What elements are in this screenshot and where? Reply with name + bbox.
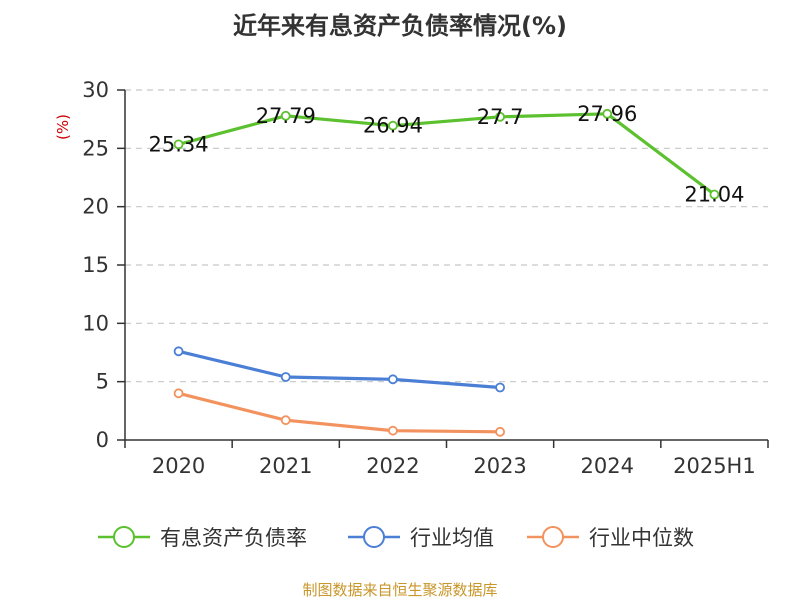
data-label: 25.34 [149,132,209,156]
data-point [495,111,505,122]
data-point [602,108,613,119]
y-tick-label: 5 [96,370,109,394]
legend-swatch-marker [113,526,135,548]
data-labels: 25.34 27.79 26.94 27.7 27.96 21.04 [149,102,745,207]
data-label: 26.94 [363,114,423,138]
gridlines [125,89,768,383]
data-label: 27.79 [256,104,316,128]
data-point [388,425,398,436]
x-tick-label: 2021 [259,454,312,478]
data-point [280,415,291,426]
data-label: 21.04 [684,183,744,207]
data-point [388,374,398,385]
axes: 0 5 10 15 20 25 30 2020 2021 2022 2023 2024 2025H1 [82,78,769,478]
series-group [173,108,720,437]
data-point [173,139,184,150]
series-line-0 [176,112,717,197]
x-tick-label: 2020 [152,454,205,478]
source-note: 制图数据来自恒生聚源数据库 [302,581,497,599]
legend-swatch-marker [363,526,385,548]
y-tick-label: 30 [82,78,109,102]
x-tick-label: 2025H1 [673,454,756,478]
data-point [280,110,291,121]
legend: 有息资产负债率 行业均值 行业中位数 [98,526,694,550]
series-line-2 [176,391,502,434]
data-point [173,388,184,399]
data-label: 27.7 [477,105,524,129]
data-point [495,382,505,393]
x-tick-label: 2023 [473,454,526,478]
data-point [280,372,291,382]
legend-label: 行业中位数 [589,526,694,550]
y-axis-unit: (%) [54,114,72,140]
legend-swatch-marker [542,526,564,548]
y-tick-label: 20 [82,195,109,219]
chart-title: 近年来有息资产负债率情况(%) [233,12,567,40]
y-tick-label: 15 [82,253,109,277]
x-tick-label: 2024 [581,454,634,478]
legend-label: 行业均值 [410,526,494,550]
data-label: 27.96 [577,102,637,126]
data-point [173,346,184,357]
legend-label: 有息资产负债率 [160,526,307,550]
data-point [709,189,720,200]
data-point [495,426,505,437]
y-tick-label: 0 [96,428,109,452]
y-tick-label: 10 [82,311,109,335]
series-line-1 [176,349,502,390]
y-tick-label: 25 [82,136,109,160]
x-tick-label: 2022 [366,454,419,478]
data-point [388,120,398,131]
